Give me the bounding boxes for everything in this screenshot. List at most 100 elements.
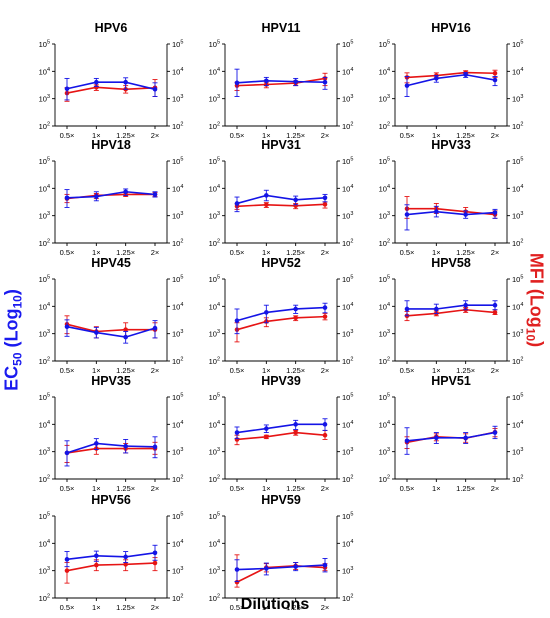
left-y-tick-label: 103	[39, 94, 50, 104]
left-y-tick-label: 103	[209, 329, 220, 339]
left-y-tick-label: 103	[209, 566, 220, 576]
data-point	[234, 579, 240, 585]
right-y-tick-label: 103	[342, 94, 353, 104]
series-line	[66, 81, 156, 91]
data-point	[152, 87, 158, 92]
x-tick-label: 1.25×	[116, 603, 135, 612]
left-y-tick-label: 102	[209, 594, 220, 604]
left-y-tick-label: 102	[209, 475, 220, 485]
data-point	[152, 560, 158, 566]
data-point	[64, 324, 70, 329]
data-point	[492, 77, 498, 83]
data-point	[64, 195, 70, 201]
right-y-tick-label: 105	[172, 275, 183, 285]
right-y-tick-label: 104	[172, 67, 183, 77]
left-y-tick-label: 105	[209, 512, 220, 522]
right-y-tick-label: 105	[172, 393, 183, 403]
data-point	[94, 330, 99, 335]
left-y-tick-label: 104	[209, 67, 220, 77]
data-point	[322, 305, 328, 310]
left-y-tick-label: 105	[39, 275, 50, 285]
data-point	[264, 78, 269, 84]
right-y-tick-label: 104	[512, 420, 523, 430]
series-line	[66, 323, 155, 333]
left-y-tick-label: 102	[39, 594, 50, 604]
left-y-tick-label: 105	[379, 157, 390, 167]
panel-hpv59: HPV59 102 102 103 103 104 104 105 105 0.5× 1× 1.25×…	[209, 493, 354, 612]
x-tick-label: 2×	[491, 131, 500, 140]
panel-title: HPV39	[261, 374, 301, 388]
data-point	[434, 435, 439, 441]
right-y-tick-label: 102	[342, 475, 353, 485]
right-y-tick-label: 102	[172, 357, 183, 367]
data-point	[434, 209, 439, 214]
data-point	[64, 86, 70, 92]
data-point	[234, 201, 240, 206]
data-point	[293, 564, 298, 569]
data-point	[293, 306, 298, 312]
panel-title: HPV51	[431, 374, 471, 388]
panel-hpv33: HPV33 102 102 103 103 104 104 105 105 0.5× 1× 1.25×…	[379, 138, 524, 257]
series-line	[406, 210, 496, 216]
data-point	[463, 212, 468, 217]
left-y-tick-label: 103	[209, 447, 220, 457]
series-line	[236, 423, 325, 434]
x-tick-label: 2×	[321, 131, 330, 140]
x-tick-label: 0.5×	[60, 603, 75, 612]
panel-hpv6: HPV6 102 102 103 103 104 104 105 105 0.5× 1× 1.25× 2…	[39, 21, 184, 140]
panel-title: HPV45	[91, 256, 131, 270]
x-tick-label: 1×	[92, 366, 101, 375]
x-tick-label: 2×	[321, 603, 330, 612]
right-y-tick-label: 104	[342, 302, 353, 312]
data-point	[264, 566, 269, 571]
left-y-tick-label: 102	[39, 475, 50, 485]
left-y-tick-label: 103	[39, 447, 50, 457]
panel-title: HPV33	[431, 138, 471, 152]
data-point	[264, 193, 269, 198]
right-y-tick-label: 102	[172, 122, 183, 132]
right-y-tick-label: 103	[512, 447, 523, 457]
left-y-tick-label: 104	[209, 539, 220, 549]
x-tick-label: 1.25×	[456, 131, 475, 140]
x-tick-label: 1×	[262, 603, 271, 612]
series-line	[236, 80, 326, 84]
left-y-tick-label: 103	[39, 211, 50, 221]
panel-hpv52: HPV52 102 102 103 103 104 104 105 105 0.5× 1× 1.25×…	[209, 256, 354, 375]
right-y-tick-label: 103	[512, 329, 523, 339]
x-tick-label: 1.25×	[286, 603, 305, 612]
left-y-tick-label: 105	[39, 157, 50, 167]
data-point	[463, 302, 468, 308]
data-point	[492, 310, 498, 315]
left-y-tick-label: 102	[209, 357, 220, 367]
x-tick-label: 2×	[321, 366, 330, 375]
right-y-tick-label: 104	[172, 302, 183, 312]
data-point	[264, 310, 269, 315]
x-tick-label: 0.5×	[400, 484, 415, 493]
x-tick-label: 1.25×	[286, 366, 305, 375]
right-y-tick-label: 102	[172, 475, 183, 485]
left-y-tick-label: 104	[39, 420, 50, 430]
data-point	[492, 210, 498, 215]
right-y-tick-label: 105	[342, 157, 353, 167]
data-point	[322, 432, 328, 438]
right-y-tick-label: 102	[172, 594, 183, 604]
left-y-tick-label: 102	[379, 239, 390, 249]
panel-title: HPV58	[431, 256, 471, 270]
data-point	[64, 450, 70, 456]
panel-title: HPV52	[261, 256, 301, 270]
x-tick-label: 1.25×	[286, 248, 305, 257]
data-point	[404, 438, 410, 444]
right-y-tick-label: 104	[512, 184, 523, 194]
data-point	[293, 197, 298, 203]
right-y-tick-label: 105	[512, 275, 523, 285]
left-y-tick-label: 102	[39, 122, 50, 132]
data-point	[64, 557, 70, 562]
right-y-tick-label: 102	[342, 357, 353, 367]
series-line	[407, 304, 495, 310]
panel-hpv39: HPV39 102 102 103 103 104 104 105 105 0.5× 1× 1.25×…	[209, 374, 354, 493]
right-y-tick-label: 102	[342, 594, 353, 604]
data-point	[94, 441, 99, 446]
data-point	[322, 79, 328, 85]
x-tick-label: 1.25×	[116, 131, 135, 140]
